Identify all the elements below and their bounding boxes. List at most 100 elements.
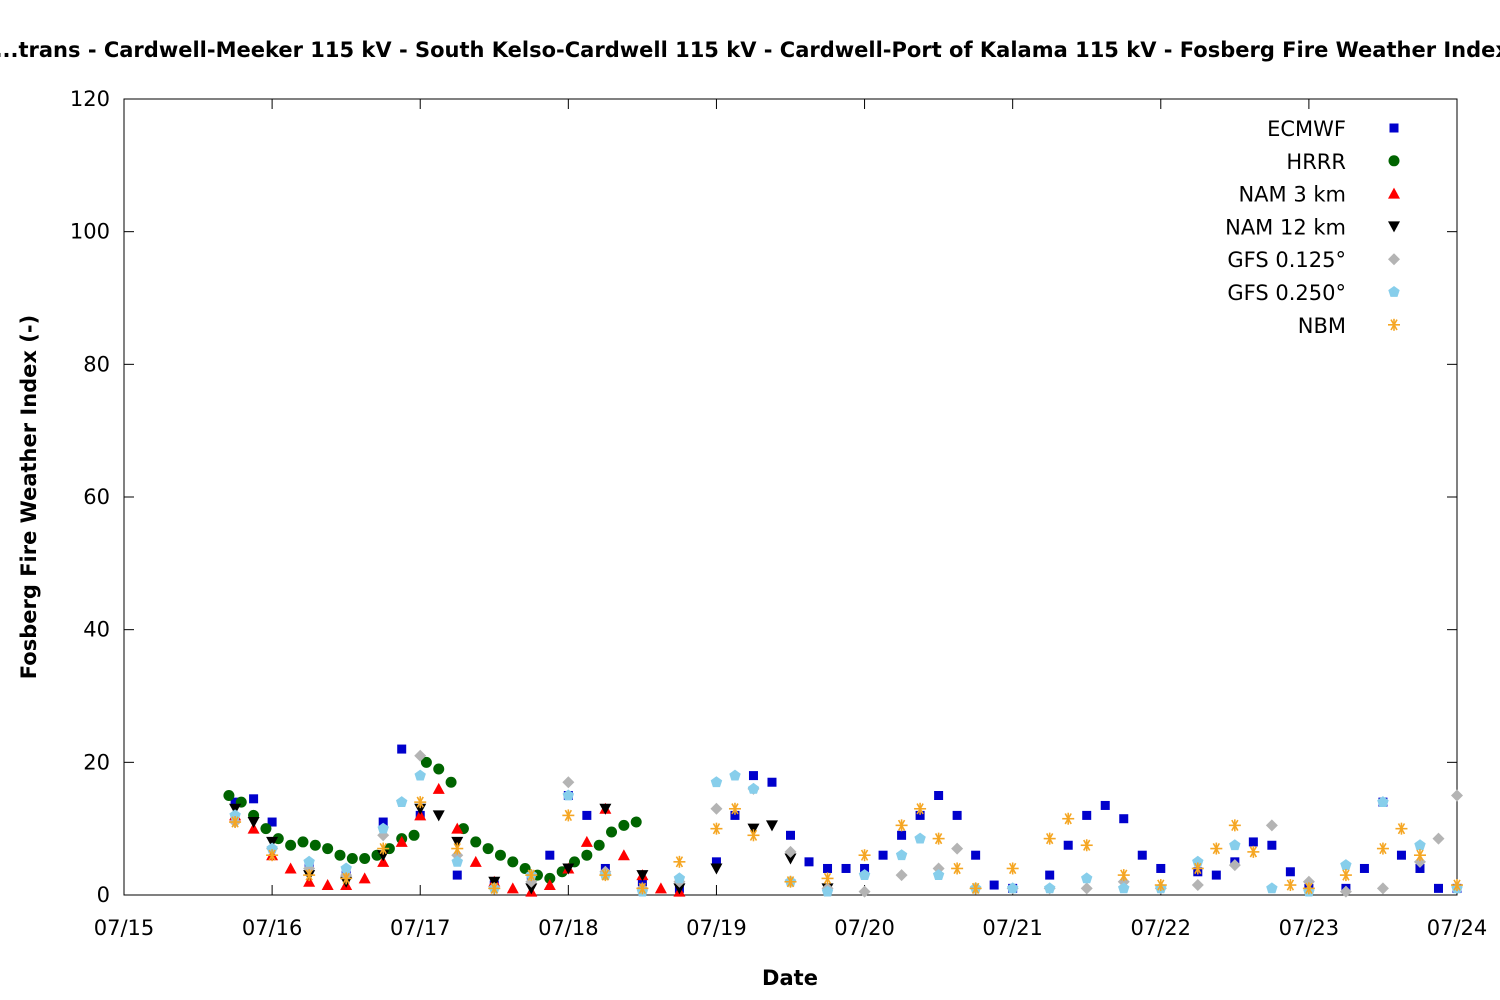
data-point — [971, 850, 981, 860]
data-point — [1191, 862, 1204, 875]
data-point — [747, 782, 760, 794]
data-point — [821, 885, 834, 897]
data-point — [359, 853, 371, 865]
legend-label-nbm: NBM — [1298, 314, 1346, 338]
data-point — [599, 803, 612, 815]
data-point — [969, 882, 982, 895]
data-point — [895, 819, 908, 832]
data-point — [1340, 859, 1352, 870]
data-point — [1081, 872, 1093, 884]
data-point — [1006, 862, 1019, 875]
data-point — [267, 817, 277, 827]
data-point — [1062, 812, 1075, 825]
x-tick-label: 07/19 — [686, 916, 747, 940]
data-point — [932, 832, 945, 845]
data-point — [1285, 867, 1295, 877]
data-point — [767, 777, 777, 787]
data-point — [841, 863, 851, 873]
data-point — [1433, 883, 1443, 893]
legend-marker-nbm — [1388, 318, 1400, 331]
y-tick-label: 80 — [83, 352, 110, 376]
legend-label-nam-3-km: NAM 3 km — [1238, 183, 1346, 207]
data-point — [358, 872, 371, 884]
y-tick-label: 100 — [70, 220, 110, 244]
data-point — [1396, 850, 1406, 860]
data-point — [519, 862, 531, 874]
data-point — [340, 862, 352, 874]
data-point — [488, 882, 501, 895]
data-point — [433, 763, 445, 775]
data-point — [451, 822, 464, 834]
data-point — [230, 797, 240, 807]
data-point — [747, 829, 760, 842]
y-tick-label: 20 — [83, 750, 110, 774]
data-point — [488, 876, 501, 888]
data-point — [303, 875, 316, 887]
data-point — [494, 849, 506, 861]
data-point — [1415, 863, 1425, 873]
data-point — [378, 817, 388, 827]
data-point — [1359, 863, 1369, 873]
legend-marker-ecmwf — [1389, 123, 1399, 133]
data-point — [951, 842, 964, 855]
data-point — [1117, 869, 1130, 882]
y-tick-label: 40 — [83, 618, 110, 642]
data-point — [309, 839, 321, 851]
data-point — [229, 816, 242, 829]
data-point — [470, 836, 482, 848]
data-point — [562, 776, 575, 789]
data-point — [786, 830, 795, 840]
chart-title: ...trans - Cardwell-Meeker 115 kV - Sout… — [0, 38, 1500, 62]
data-point — [260, 823, 272, 835]
data-point — [451, 836, 464, 848]
data-point — [1377, 796, 1389, 807]
legend-marker-gfs-0-250 — [1388, 286, 1400, 297]
data-point — [1211, 870, 1221, 880]
legend-label-gfs-0-250: GFS 0.250° — [1227, 281, 1346, 305]
data-point — [710, 802, 723, 815]
data-point — [562, 863, 575, 875]
data-point — [1376, 842, 1389, 855]
data-point — [1229, 839, 1241, 851]
data-point — [952, 810, 962, 820]
data-point — [229, 803, 242, 815]
series-nam-3-km — [229, 782, 686, 897]
data-point — [618, 819, 630, 831]
data-point — [673, 883, 686, 895]
axes: 07/15 07/16 07/17 07/18 07/19 07/20 07/21 07/22… — [70, 87, 1487, 940]
data-point — [1266, 882, 1278, 894]
data-point — [562, 809, 575, 822]
data-point — [804, 857, 814, 867]
data-point — [414, 796, 427, 809]
data-point — [821, 872, 834, 885]
y-tick-label: 60 — [83, 485, 110, 509]
data-point — [989, 880, 999, 890]
data-point — [445, 776, 457, 788]
data-point — [562, 789, 574, 801]
data-point — [1339, 885, 1352, 898]
x-tick-label: 07/23 — [1279, 916, 1340, 940]
data-point — [711, 857, 721, 867]
data-point — [544, 872, 556, 884]
data-point — [710, 776, 723, 788]
data-point — [617, 849, 630, 861]
data-point — [673, 872, 686, 884]
data-point — [637, 877, 647, 887]
data-point — [432, 810, 445, 822]
data-point — [1265, 819, 1278, 832]
data-point — [878, 850, 888, 860]
data-point — [452, 870, 462, 880]
data-point — [582, 810, 592, 820]
data-point — [636, 882, 649, 895]
data-point — [377, 822, 389, 834]
data-point — [914, 802, 927, 815]
data-point — [395, 835, 408, 847]
data-point — [765, 820, 778, 832]
data-point — [1395, 822, 1408, 835]
data-point — [823, 863, 833, 873]
data-point — [580, 835, 593, 847]
data-point — [858, 849, 871, 862]
data-point — [654, 882, 667, 894]
data-point — [1082, 810, 1092, 820]
data-point — [321, 879, 334, 891]
